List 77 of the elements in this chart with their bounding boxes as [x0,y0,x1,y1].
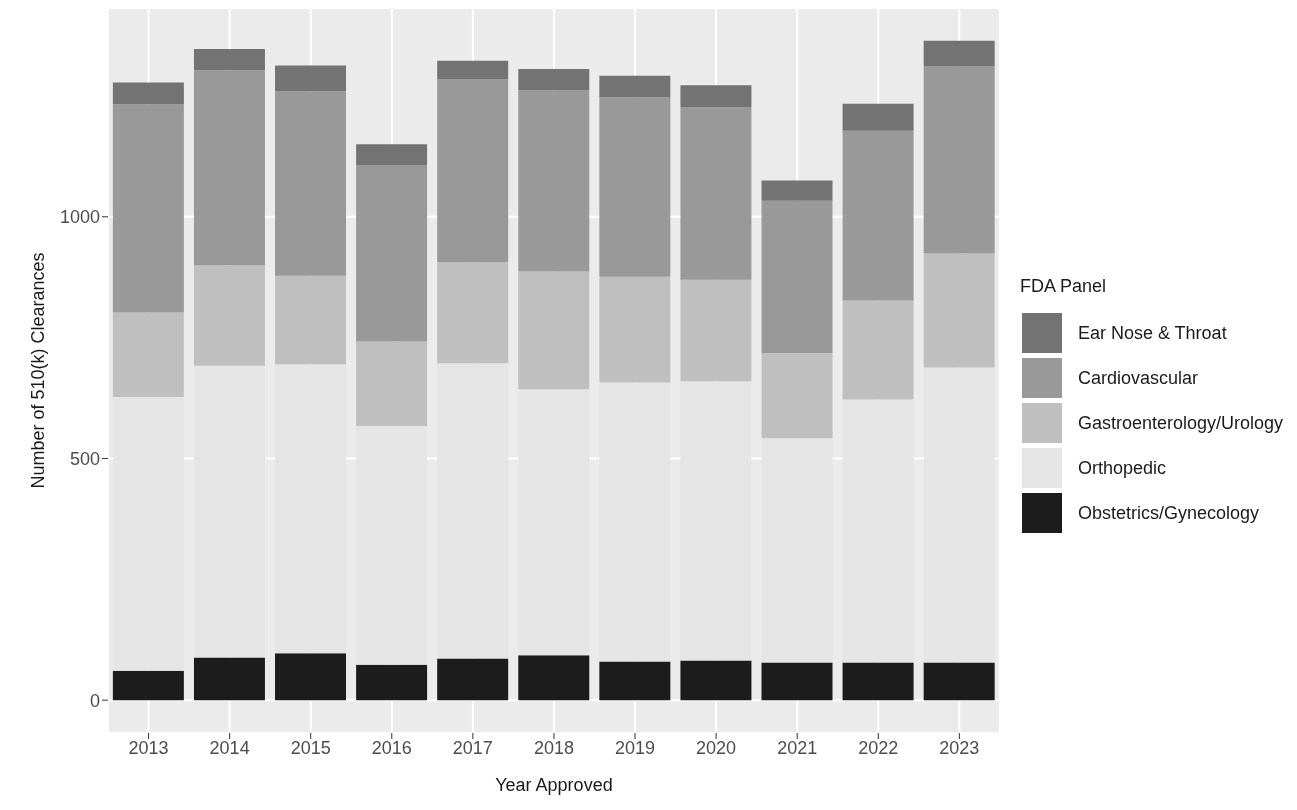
bar [761,662,833,701]
bar [923,66,995,254]
bar [112,670,184,701]
bar [112,82,184,105]
bar [112,104,184,313]
y-tick-label: 500 [69,448,100,469]
bar [437,79,509,263]
x-tick-label: 2022 [858,737,899,758]
bar [923,367,995,663]
bar [599,276,671,383]
bar [518,271,590,390]
x-tick-label: 2013 [128,737,169,758]
bar [356,165,428,342]
bar [437,363,509,659]
bar [842,300,914,400]
bar [518,90,590,272]
bar [680,660,752,701]
bar [112,312,184,398]
bar [437,658,509,701]
bar [842,662,914,701]
bar [761,180,833,201]
bar [761,438,833,663]
bar [680,279,752,382]
legend-title: FDA Panel [1019,275,1107,297]
bar [193,70,265,266]
bar [112,397,184,671]
bar [356,426,428,665]
y-axis-title: Number of 510(k) Clearances [28,252,49,489]
bar [275,653,347,701]
x-tick-label: 2014 [209,737,250,758]
bar [437,60,509,80]
x-axis-title: Year Approved [495,775,613,795]
bar [842,399,914,663]
x-tick-label: 2015 [290,737,331,758]
bar [842,103,914,131]
x-tick-label: 2018 [533,737,574,758]
bar [356,664,428,701]
y-tick-label: 0 [89,690,100,711]
legend-label: Orthopedic [1077,457,1166,479]
x-tick-label: 2017 [452,737,493,758]
bar [761,200,833,354]
bar [761,353,833,439]
bar [518,655,590,701]
bar [275,275,347,365]
bar [599,97,671,277]
bar [275,364,347,654]
bar [518,389,590,656]
x-tick-label: 2023 [939,737,980,758]
bar [680,107,752,280]
bar [923,253,995,368]
x-tick-label: 2020 [696,737,737,758]
bar [599,661,671,701]
bar [193,265,265,366]
bar [680,85,752,108]
y-tick-label: 1000 [59,207,100,228]
legend-label: Ear Nose & Throat [1077,322,1227,344]
bar [599,382,671,662]
bar [275,65,347,92]
legend-label: Gastroenterology/Urology [1077,412,1283,434]
x-tick-label: 2019 [615,737,656,758]
bar [437,262,509,364]
legend-label: Obstetrics/Gynecology [1077,502,1259,524]
bar [842,130,914,301]
bar [193,365,265,658]
bar [356,144,428,166]
x-tick-label: 2021 [777,737,818,758]
bar [599,75,671,98]
bar [275,91,347,276]
bar [193,657,265,701]
bar [923,662,995,701]
bar [923,40,995,67]
bar [518,68,590,91]
legend-label: Cardiovascular [1077,367,1198,389]
bar [356,341,428,427]
bar [680,381,752,661]
x-tick-label: 2016 [371,737,412,758]
bar [193,49,265,71]
